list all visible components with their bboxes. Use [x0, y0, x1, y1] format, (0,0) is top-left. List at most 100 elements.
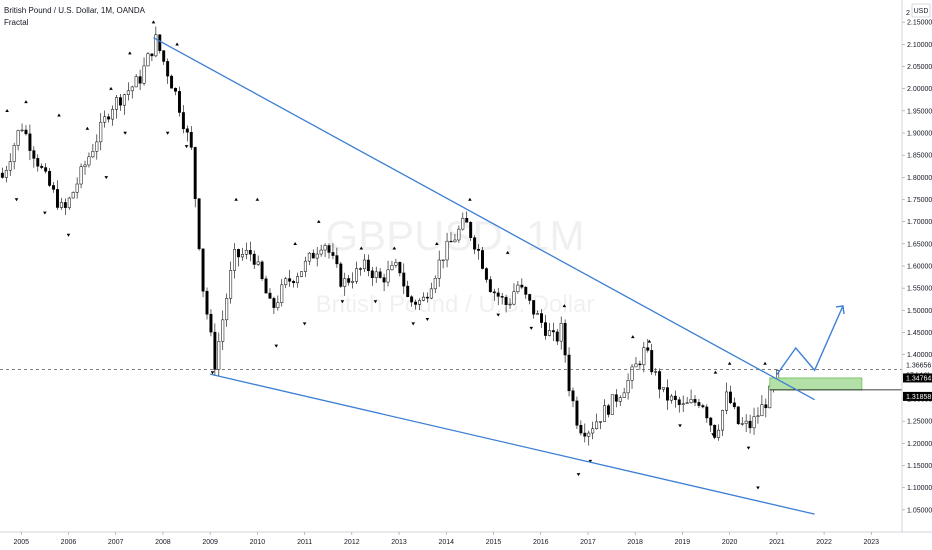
- fractal-up-marker: [24, 100, 28, 104]
- candle: [303, 260, 307, 272]
- fractal-up-marker: [175, 42, 179, 46]
- candle: [465, 217, 469, 223]
- time-tick-label: 2019: [675, 539, 691, 546]
- candle: [701, 405, 705, 408]
- time-tick-label: 2008: [155, 539, 171, 546]
- candle: [91, 151, 95, 158]
- projection-arrow[interactable]: [776, 305, 844, 376]
- fractal-down-marker: [711, 433, 715, 437]
- candle: [299, 271, 303, 277]
- candle: [449, 240, 453, 243]
- price-tick-label: 2.05000: [907, 64, 932, 71]
- candle: [343, 278, 347, 287]
- candlestick-series: [0, 26, 780, 446]
- candle: [488, 279, 492, 293]
- candle: [217, 341, 221, 370]
- trendline[interactable]: [210, 373, 815, 515]
- candle: [134, 76, 138, 88]
- time-axis[interactable]: 2005 2006 2007 2008 2009 2010 2011 2012 2013 2014…: [13, 532, 879, 546]
- candle: [725, 391, 728, 411]
- candle: [311, 252, 315, 259]
- candle: [240, 253, 244, 258]
- candle: [760, 404, 764, 417]
- candle: [260, 261, 264, 280]
- candle: [386, 269, 390, 283]
- price-axis[interactable]: 2.15000 2.10000 2.05000 2.00000 1.95000 1.900…: [902, 20, 932, 515]
- fractal-up-marker: [255, 197, 260, 201]
- candle: [118, 97, 122, 106]
- price-tick-label: 1.75000: [907, 197, 932, 204]
- candle: [665, 387, 669, 401]
- candle: [83, 164, 87, 167]
- price-axis-top-tick: 2: [906, 10, 910, 17]
- candle: [418, 300, 421, 305]
- fractal-down-marker: [66, 233, 71, 237]
- time-tick-label: 2017: [580, 539, 596, 546]
- candle: [492, 291, 496, 294]
- candle: [142, 65, 146, 84]
- candle: [272, 298, 276, 308]
- indicator-label[interactable]: Fractal: [4, 18, 29, 27]
- fractal-down-marker: [165, 131, 170, 135]
- fractal-up-marker: [713, 370, 718, 374]
- price-tick-label: 1.70000: [907, 219, 932, 226]
- candle: [429, 288, 433, 299]
- time-tick-label: 2006: [61, 539, 77, 546]
- time-tick-label: 2014: [438, 539, 454, 546]
- trendline[interactable]: [153, 37, 815, 401]
- candle: [721, 410, 725, 431]
- candle: [406, 285, 410, 297]
- candle: [20, 129, 24, 132]
- candle: [225, 298, 229, 321]
- support-zone[interactable]: [769, 377, 863, 391]
- candle: [638, 363, 642, 366]
- chart-title[interactable]: British Pound / U.S. Dollar, 1M, OANDA: [4, 6, 145, 15]
- time-tick-label: 2009: [202, 539, 218, 546]
- price-tick-label: 1.25000: [907, 419, 932, 426]
- price-tick-label: 2.15000: [907, 20, 932, 27]
- time-tick-label: 2015: [486, 539, 502, 546]
- time-tick-label: 2012: [344, 539, 360, 546]
- candle: [359, 268, 362, 270]
- fractal-up-marker: [293, 242, 297, 246]
- candle: [555, 331, 559, 342]
- candle: [71, 192, 75, 199]
- price-tick-label: 1.50000: [907, 308, 932, 315]
- time-tick-label: 2013: [391, 539, 407, 546]
- candle: [414, 301, 418, 305]
- fractal-up-marker: [562, 304, 567, 308]
- candle: [32, 150, 36, 159]
- candle: [634, 363, 638, 368]
- candle: [551, 330, 555, 333]
- fractal-down-marker: [340, 300, 345, 304]
- candle: [642, 347, 646, 366]
- candle: [40, 165, 44, 168]
- candle: [583, 432, 587, 437]
- candle: [516, 284, 520, 292]
- fractal-down-marker: [576, 473, 581, 477]
- last-price-label: 1.34764: [906, 375, 931, 382]
- fractal-up-marker: [109, 86, 113, 90]
- price-tick-label: 2.00000: [907, 86, 932, 93]
- projection-arrow-head: [835, 305, 845, 314]
- fractal-up-marker: [151, 20, 156, 24]
- dashed-level-label: 1.36656: [906, 362, 931, 369]
- candle: [662, 387, 665, 390]
- candle: [146, 53, 150, 67]
- candle: [158, 34, 162, 51]
- candle: [107, 116, 111, 120]
- candle: [603, 405, 606, 422]
- candle: [402, 272, 406, 287]
- price-tick-label: 1.60000: [907, 264, 932, 271]
- candle: [67, 197, 71, 208]
- fractal-up-marker: [392, 246, 397, 250]
- currency-badge[interactable]: [911, 3, 931, 18]
- candle: [213, 331, 217, 370]
- candle: [437, 259, 441, 279]
- candle: [524, 286, 528, 295]
- candle: [697, 402, 701, 406]
- candle: [610, 394, 614, 415]
- candle: [189, 131, 193, 148]
- candle: [0, 172, 4, 178]
